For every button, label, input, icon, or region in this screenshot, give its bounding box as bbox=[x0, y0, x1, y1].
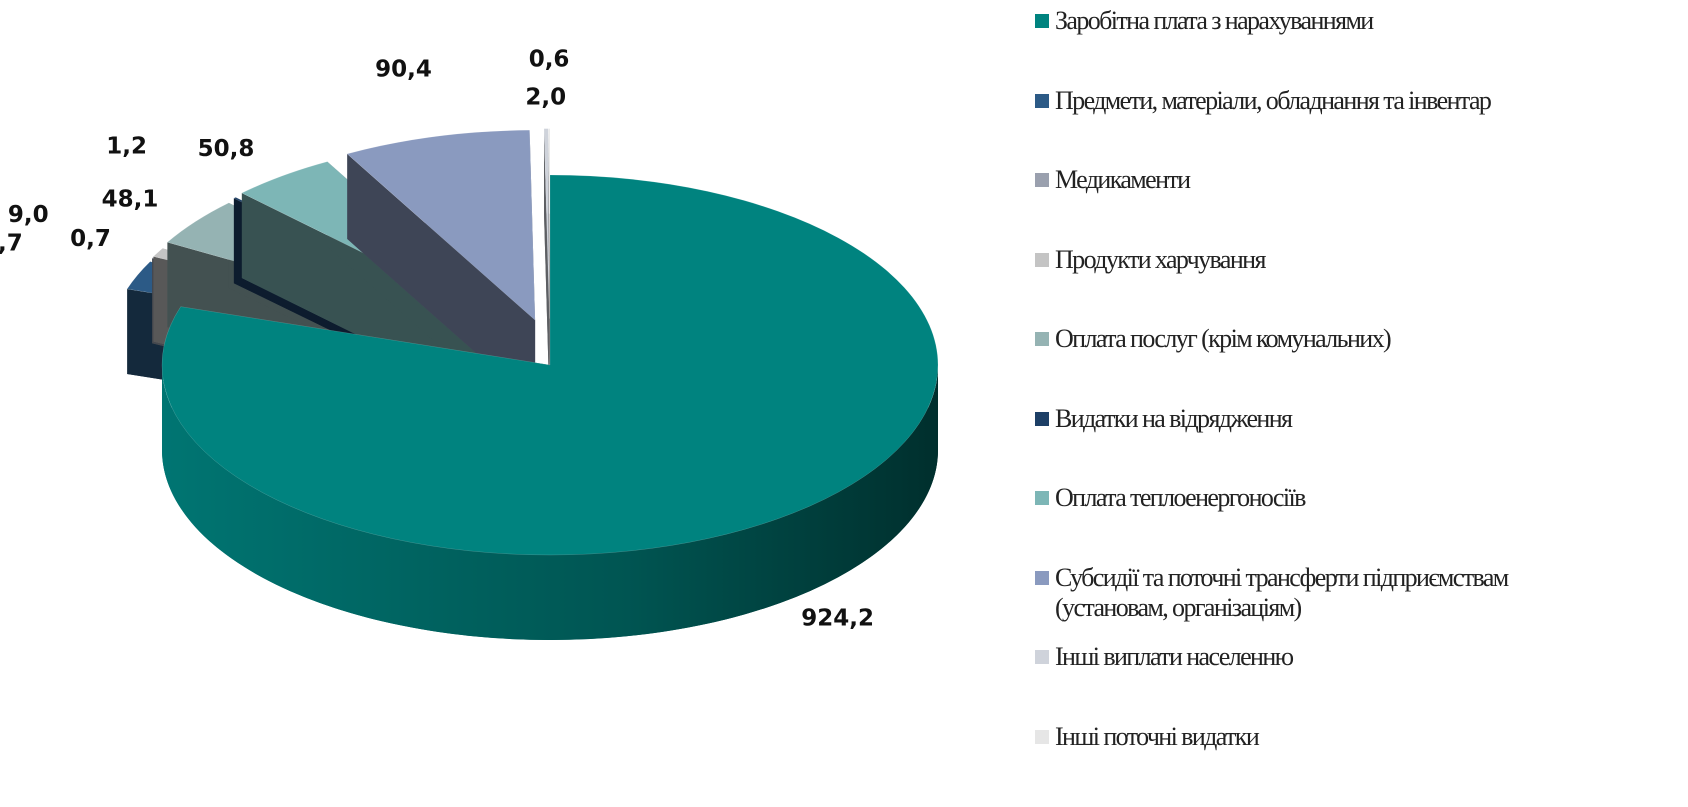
data-label: 50,8 bbox=[198, 136, 255, 162]
legend-item: Інші поточні видатки bbox=[1035, 722, 1555, 752]
legend-label: Субсидії та поточні трансферти підприємс… bbox=[1055, 562, 1509, 622]
side-radial bbox=[347, 153, 536, 406]
data-label: 2,0 bbox=[525, 84, 566, 110]
side-arc bbox=[162, 365, 938, 640]
data-label: 1,2 bbox=[106, 133, 147, 159]
data-label: 0,6 bbox=[529, 46, 570, 72]
pie-area: 924,2 28,7 0,7 9,0 48,1 1,2 50,8 90,4 2,0 0,6 bbox=[0, 46, 939, 641]
legend-item: Медикаменти bbox=[1035, 165, 1555, 195]
slice bbox=[548, 128, 551, 319]
slice bbox=[346, 129, 536, 321]
legend-label: Предмети, матеріали, обладнання та інвен… bbox=[1055, 85, 1492, 115]
legend-label: Видатки на відрядження bbox=[1055, 403, 1293, 433]
side-radial bbox=[548, 128, 550, 404]
legend-swatch bbox=[1035, 411, 1049, 426]
slice bbox=[161, 174, 939, 556]
legend-label: Медикаменти bbox=[1055, 165, 1191, 194]
data-label: 90,4 bbox=[375, 56, 432, 82]
legend-label: Оплата теплоенергоносіїв bbox=[1055, 483, 1306, 512]
legend-swatch bbox=[1035, 729, 1049, 744]
legend-swatch bbox=[1035, 570, 1049, 585]
legend-swatch bbox=[1035, 93, 1049, 108]
legend-label: Інші поточні видатки bbox=[1055, 721, 1260, 751]
data-label: 924,2 bbox=[801, 605, 874, 631]
slice bbox=[543, 128, 550, 319]
legend-item: Субсидії та поточні трансферти підприємс… bbox=[1035, 563, 1555, 623]
legend-item: Заробітна плата з нарахуваннями bbox=[1035, 6, 1555, 36]
legend-swatch bbox=[1035, 14, 1049, 28]
legend-item: Продукти харчування bbox=[1035, 245, 1555, 275]
legend-swatch bbox=[1035, 173, 1049, 187]
legend-label: Продукти харчування bbox=[1055, 244, 1266, 274]
data-label: 0,7 bbox=[70, 226, 111, 252]
data-label: 48,1 bbox=[102, 186, 159, 212]
legend-swatch bbox=[1035, 650, 1049, 664]
data-label: 9,0 bbox=[8, 202, 49, 228]
data-label: 28,7 bbox=[0, 230, 23, 256]
legend-item: Оплата послуг (крім комунальних) bbox=[1035, 324, 1555, 354]
legend-item: Предмети, матеріали, обладнання та інвен… bbox=[1035, 86, 1555, 116]
legend-item: Інші виплати населенню bbox=[1035, 642, 1555, 672]
legend-label: Інші виплати населенню bbox=[1055, 642, 1294, 671]
legend-swatch bbox=[1035, 491, 1049, 505]
legend-swatch bbox=[1035, 332, 1049, 346]
legend-item: Оплата теплоенергоносіїв bbox=[1035, 483, 1555, 513]
legend-label: Оплата послуг (крім комунальних) bbox=[1055, 324, 1392, 353]
side-radial bbox=[544, 128, 550, 404]
legend-label: Заробітна плата з нарахуваннями bbox=[1055, 6, 1374, 35]
legend-item: Видатки на відрядження bbox=[1035, 404, 1555, 434]
legend-swatch bbox=[1035, 252, 1049, 267]
